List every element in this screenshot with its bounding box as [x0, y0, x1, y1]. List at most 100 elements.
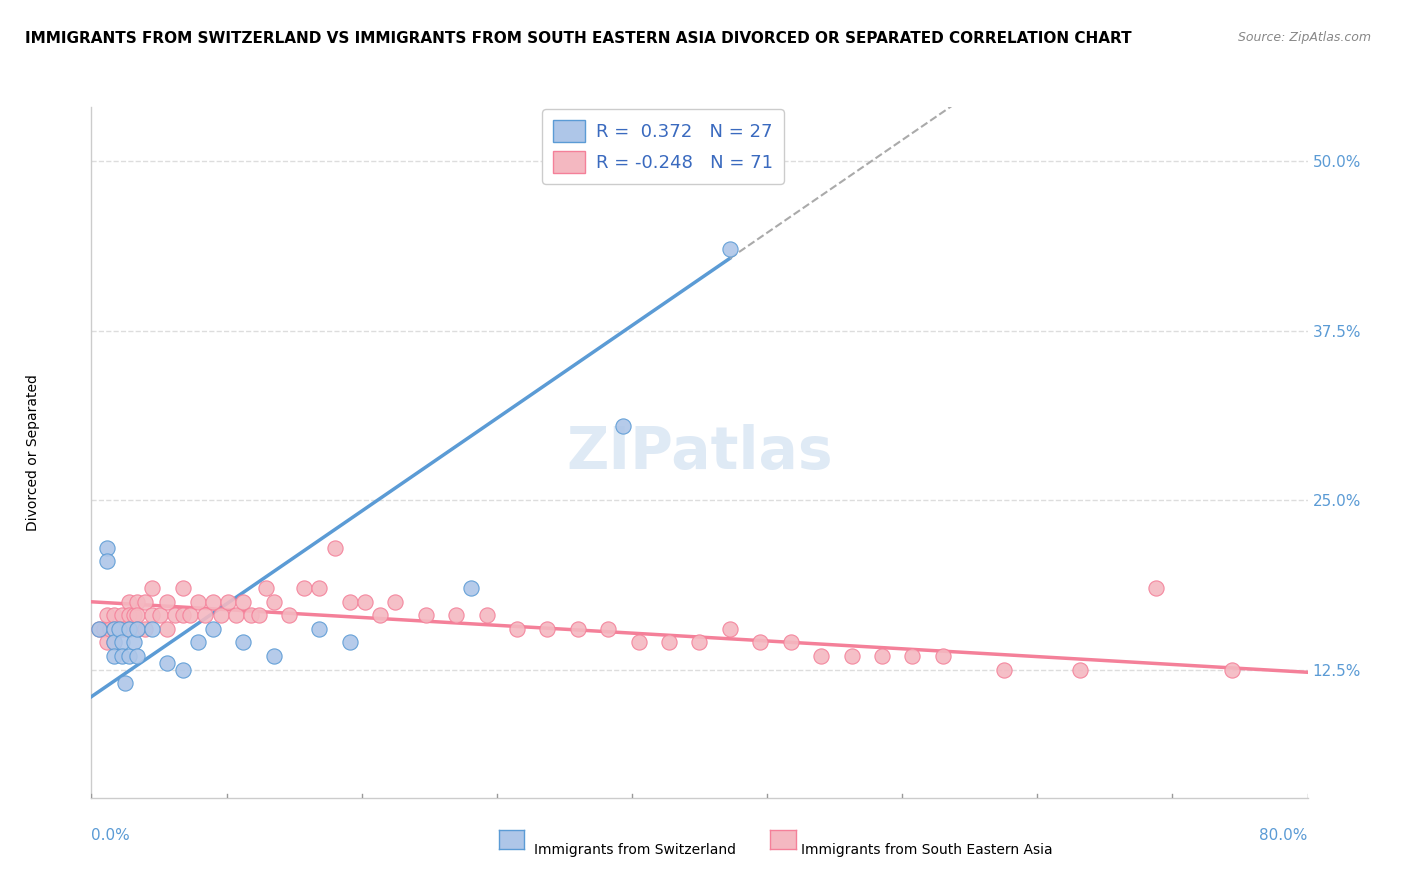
Point [118, 648, 141, 663]
Point [118, 622, 141, 636]
Point [141, 581, 163, 595]
Point [163, 608, 186, 623]
Point [125, 648, 148, 663]
Point [96, 554, 118, 568]
Point [103, 622, 125, 636]
Point [323, 541, 346, 555]
Point [103, 635, 125, 649]
Point [870, 648, 893, 663]
Point [718, 622, 741, 636]
Point [141, 622, 163, 636]
Point [96, 541, 118, 555]
Point [141, 608, 163, 623]
Point [1144, 581, 1167, 595]
Point [111, 608, 134, 623]
Point [993, 663, 1015, 677]
Point [103, 648, 125, 663]
Point [368, 608, 391, 623]
Point [156, 622, 179, 636]
Point [98, 622, 121, 636]
Point [254, 581, 277, 595]
Point [460, 581, 482, 595]
Point [339, 595, 361, 609]
Point [87, 622, 110, 636]
Point [111, 648, 134, 663]
Point [194, 608, 217, 623]
Point [506, 622, 529, 636]
Text: 0.0%: 0.0% [91, 828, 131, 843]
Point [718, 243, 741, 257]
Point [749, 635, 772, 649]
Point [354, 595, 377, 609]
Point [179, 608, 201, 623]
Point [96, 608, 118, 623]
Point [475, 608, 498, 623]
Point [114, 676, 136, 690]
Point [339, 635, 361, 649]
Point [384, 595, 406, 609]
Point [247, 608, 270, 623]
Point [122, 608, 145, 623]
Point [810, 648, 832, 663]
Point [278, 608, 301, 623]
Point [118, 608, 141, 623]
Point [107, 622, 129, 636]
Point [308, 622, 330, 636]
Point [263, 648, 285, 663]
Point [308, 581, 330, 595]
Point [240, 608, 263, 623]
Point [658, 635, 681, 649]
Point [232, 635, 254, 649]
Point [779, 635, 801, 649]
Point [1220, 663, 1243, 677]
Point [149, 608, 172, 623]
Point [627, 635, 650, 649]
Point [292, 581, 315, 595]
Point [536, 622, 558, 636]
Text: 80.0%: 80.0% [1260, 828, 1308, 843]
Point [87, 622, 110, 636]
Point [156, 595, 179, 609]
Point [111, 635, 134, 649]
Point [156, 656, 179, 670]
Point [93, 622, 115, 636]
Point [134, 595, 156, 609]
Point [114, 622, 136, 636]
Point [225, 608, 247, 623]
Point [103, 608, 125, 623]
Point [415, 608, 437, 623]
Point [444, 608, 467, 623]
Point [125, 622, 148, 636]
Text: Divorced or Separated: Divorced or Separated [27, 375, 39, 531]
Point [1069, 663, 1091, 677]
Point [187, 595, 209, 609]
Point [172, 663, 194, 677]
Point [841, 648, 863, 663]
Point [111, 622, 134, 636]
Point [567, 622, 589, 636]
Point [217, 595, 239, 609]
Text: Immigrants from South Eastern Asia: Immigrants from South Eastern Asia [801, 843, 1053, 857]
Point [172, 581, 194, 595]
Text: ZIPatlas: ZIPatlas [567, 425, 832, 481]
Point [202, 595, 225, 609]
Point [931, 648, 953, 663]
Point [688, 635, 710, 649]
Point [134, 622, 156, 636]
Point [209, 608, 232, 623]
Point [107, 622, 129, 636]
Point [118, 622, 141, 636]
Point [103, 622, 125, 636]
Point [901, 648, 924, 663]
Point [103, 635, 125, 649]
Point [612, 418, 634, 433]
Point [96, 635, 118, 649]
Point [187, 635, 209, 649]
Text: IMMIGRANTS FROM SWITZERLAND VS IMMIGRANTS FROM SOUTH EASTERN ASIA DIVORCED OR SE: IMMIGRANTS FROM SWITZERLAND VS IMMIGRANT… [25, 31, 1132, 46]
Legend: R =  0.372   N = 27, R = -0.248   N = 71: R = 0.372 N = 27, R = -0.248 N = 71 [541, 109, 785, 184]
Text: Immigrants from Switzerland: Immigrants from Switzerland [534, 843, 737, 857]
Text: Source: ZipAtlas.com: Source: ZipAtlas.com [1237, 31, 1371, 45]
Point [263, 595, 285, 609]
Point [172, 608, 194, 623]
Point [125, 622, 148, 636]
